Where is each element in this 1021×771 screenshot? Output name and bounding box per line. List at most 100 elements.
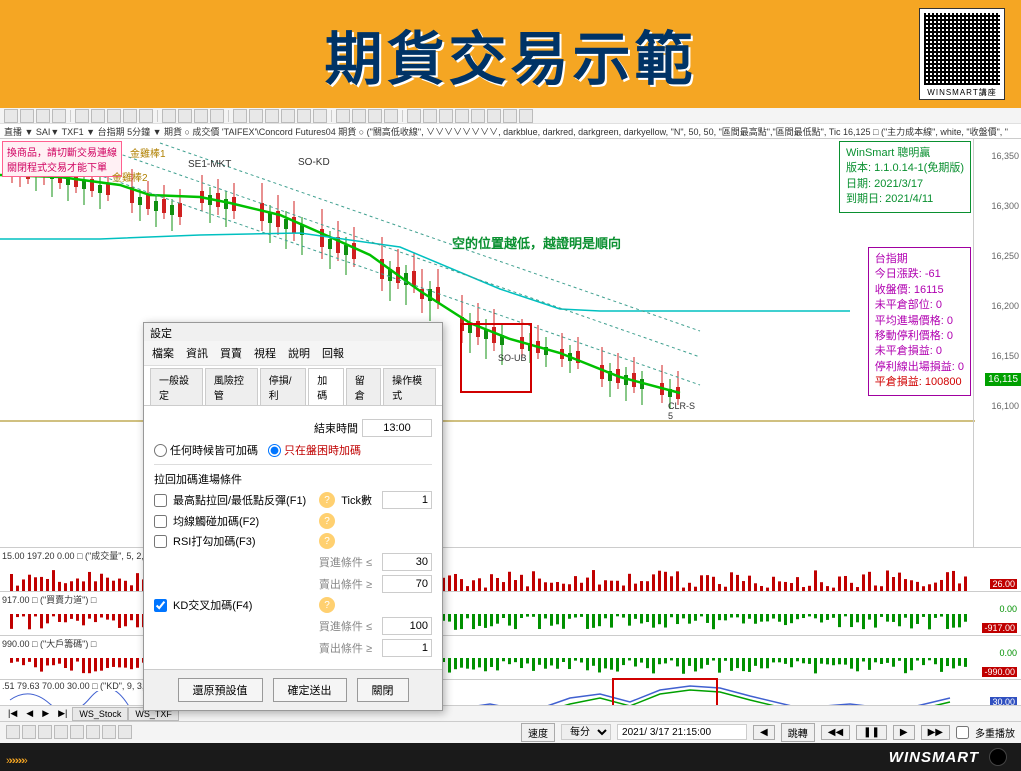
dialog-tab[interactable]: 一般設定 <box>150 368 203 405</box>
toolbar-icon[interactable] <box>4 109 18 123</box>
toolbar-icon[interactable] <box>52 109 66 123</box>
toolbar-icon[interactable] <box>75 109 89 123</box>
toolbar-icon[interactable] <box>487 109 501 123</box>
section-label: 拉回加碼進場條件 <box>154 471 432 487</box>
dialog-menu-item[interactable]: 視程 <box>254 345 276 361</box>
help-icon[interactable]: ? <box>319 597 335 613</box>
toolbar-row-1 <box>0 108 1021 124</box>
help-icon[interactable]: ? <box>319 533 335 549</box>
toolbar-icon[interactable] <box>503 109 517 123</box>
toolbar-icon[interactable] <box>407 109 421 123</box>
draw-tool-icon[interactable] <box>86 725 100 739</box>
draw-tool-icon[interactable] <box>22 725 36 739</box>
label-se1: SE1-MKT <box>188 159 231 170</box>
toolbar-icon[interactable] <box>455 109 469 123</box>
speed-button[interactable]: 速度 <box>521 723 555 742</box>
pause-button[interactable]: ❚❚ <box>856 725 887 740</box>
toolbar-icon[interactable] <box>20 109 34 123</box>
toolbar-icon[interactable] <box>91 109 105 123</box>
ffwd-button[interactable]: ▶▶ <box>921 725 950 740</box>
toolbar-icon[interactable] <box>107 109 121 123</box>
dialog-tab[interactable]: 操作模式 <box>383 368 436 405</box>
dialog-tab[interactable]: 加碼 <box>308 368 343 405</box>
toolbar-icon[interactable] <box>336 109 350 123</box>
chart-info-row: 直播 ▼ SAI▼ TXF1 ▼ 台指期 5分鐘 ▼ 期貨 ○ 成交價 'TAI… <box>0 124 1021 138</box>
toolbar-icon[interactable] <box>352 109 366 123</box>
end-time-input[interactable] <box>362 419 432 437</box>
toolbar-icon[interactable] <box>297 109 311 123</box>
footer-dot-icon <box>989 748 1007 766</box>
toolbar-icon[interactable] <box>519 109 533 123</box>
toolbar-icon[interactable] <box>249 109 263 123</box>
banner-title: 期貨交易示範 <box>324 12 696 96</box>
datetime-input[interactable] <box>617 724 747 740</box>
draw-tool-icon[interactable] <box>118 725 132 739</box>
dialog-tab[interactable]: 留倉 <box>346 368 381 405</box>
dialog-tab[interactable]: 停損/利 <box>260 368 307 405</box>
condition-value-input[interactable] <box>382 575 432 593</box>
draw-tool-icon[interactable] <box>38 725 52 739</box>
toolbar-icon[interactable] <box>178 109 192 123</box>
toolbar-icon[interactable] <box>162 109 176 123</box>
condition-checkbox[interactable] <box>154 599 167 612</box>
tab-nav-first[interactable]: |◀ <box>4 708 21 719</box>
dialog-body: 結束時間 任何時候皆可加碼 只在盤困時加碼 拉回加碼進場條件 最高點拉回/最低點… <box>144 406 442 669</box>
condition-checkbox[interactable] <box>154 515 167 528</box>
qr-label: WINSMART講座 <box>924 87 1000 98</box>
dialog-menu-item[interactable]: 回報 <box>322 345 344 361</box>
dialog-menu-item[interactable]: 檔案 <box>152 345 174 361</box>
dialog-button[interactable]: 關閉 <box>357 678 409 702</box>
playback-controls: 速度 每分 ◀ 跳轉 ◀◀ ❚❚ ▶ ▶▶ 多重播放 <box>0 722 1021 742</box>
dialog-tab[interactable]: 風險控管 <box>205 368 258 405</box>
tab-nav-next[interactable]: ▶ <box>38 708 53 719</box>
toolbar-icon[interactable] <box>36 109 50 123</box>
sheet-tab[interactable]: WS_Stock <box>72 707 128 721</box>
condition-checkbox[interactable] <box>154 494 167 507</box>
draw-tool-icon[interactable] <box>6 725 20 739</box>
toolbar-icon[interactable] <box>313 109 327 123</box>
toolbar-icon[interactable] <box>384 109 398 123</box>
info-text: 直播 ▼ SAI▼ TXF1 ▼ 台指期 5分鐘 ▼ 期貨 ○ 成交價 'TAI… <box>4 125 1008 138</box>
toolbar-icon[interactable] <box>368 109 382 123</box>
toolbar-icon[interactable] <box>265 109 279 123</box>
help-icon[interactable]: ? <box>319 513 335 529</box>
toolbar-icon[interactable] <box>281 109 295 123</box>
condition-checkbox[interactable] <box>154 535 167 548</box>
condition-value-input[interactable] <box>382 553 432 571</box>
end-time-label: 結束時間 <box>314 420 358 436</box>
play-button[interactable]: ▶ <box>893 725 915 740</box>
rewind-button[interactable]: ◀◀ <box>821 725 850 740</box>
tab-nav-last[interactable]: ▶| <box>54 708 71 719</box>
draw-tool-icon[interactable] <box>54 725 68 739</box>
dialog-menu-item[interactable]: 說明 <box>288 345 310 361</box>
prev-button[interactable]: ◀ <box>753 725 775 740</box>
dialog-button[interactable]: 確定送出 <box>273 678 347 702</box>
toolbar-icon[interactable] <box>210 109 224 123</box>
header-banner: 期貨交易示範 WINSMART講座 <box>0 0 1021 108</box>
condition-value-input[interactable] <box>382 617 432 635</box>
toolbar-icon[interactable] <box>439 109 453 123</box>
condition-value-input[interactable] <box>382 639 432 657</box>
dialog-footer: 還原預設值確定送出關閉 <box>144 669 442 710</box>
version-panel: WinSmart 聰明贏 版本: 1.1.0.14-1(免期版) 日期: 202… <box>839 141 971 213</box>
tab-nav-prev[interactable]: ◀ <box>22 708 37 719</box>
toolbar-icon[interactable] <box>423 109 437 123</box>
condition-input[interactable] <box>382 491 432 509</box>
toolbar-icon[interactable] <box>194 109 208 123</box>
toolbar-icon[interactable] <box>139 109 153 123</box>
radio-only-trapped[interactable] <box>268 444 281 457</box>
jump-button[interactable]: 跳轉 <box>781 723 815 742</box>
multi-play-checkbox[interactable] <box>956 726 969 739</box>
radio-anytime[interactable] <box>154 444 167 457</box>
dialog-button[interactable]: 還原預設值 <box>178 678 263 702</box>
draw-tool-icon[interactable] <box>70 725 84 739</box>
interval-select[interactable]: 每分 <box>561 724 611 740</box>
toolbar-icon[interactable] <box>233 109 247 123</box>
help-icon[interactable]: ? <box>319 492 335 508</box>
dialog-menu-item[interactable]: 資訊 <box>186 345 208 361</box>
dialog-menu-item[interactable]: 買賣 <box>220 345 242 361</box>
toolbar-icon[interactable] <box>471 109 485 123</box>
price-axis: 16,35016,30016,25016,20016,15016,100 16,… <box>973 139 1021 547</box>
toolbar-icon[interactable] <box>123 109 137 123</box>
draw-tool-icon[interactable] <box>102 725 116 739</box>
